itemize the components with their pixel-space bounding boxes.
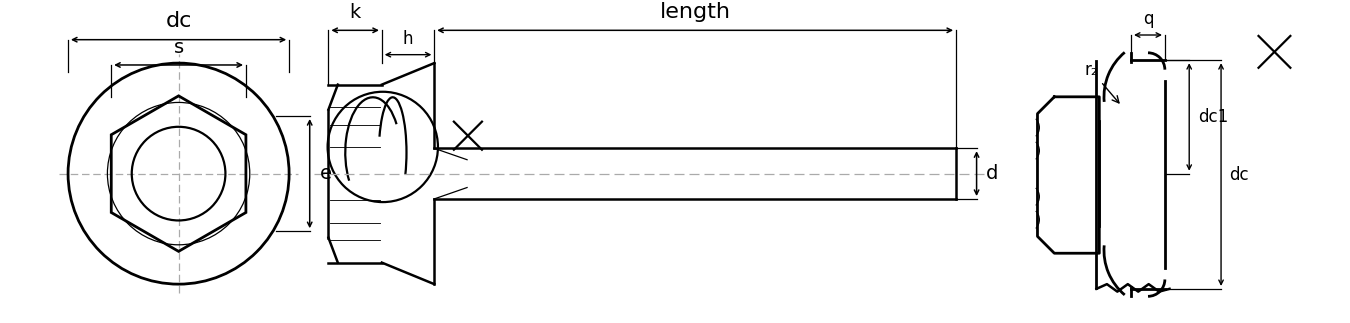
- Text: q: q: [1142, 9, 1153, 27]
- Text: dc: dc: [1230, 166, 1249, 183]
- Text: d: d: [986, 164, 999, 183]
- Text: e: e: [320, 164, 332, 183]
- Text: length: length: [660, 2, 730, 22]
- Text: dc1: dc1: [1197, 108, 1228, 126]
- Text: s: s: [174, 38, 184, 57]
- Text: r₂: r₂: [1084, 61, 1119, 103]
- Text: dc: dc: [166, 11, 192, 31]
- Text: h: h: [402, 30, 413, 48]
- Text: k: k: [350, 3, 360, 22]
